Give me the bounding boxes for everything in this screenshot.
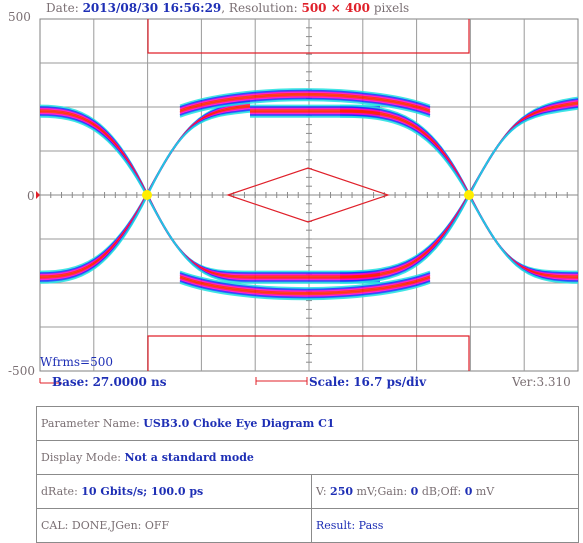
eye-trace-top-arc [179, 91, 431, 110]
date-label: Date: [46, 1, 79, 15]
eye-trace-bottom-arc [179, 280, 431, 299]
eye-trace-bottom-arc [179, 270, 431, 290]
parameter-table: Parameter Name: USB3.0 Choke Eye Diagram… [36, 406, 579, 543]
eye-trace-top-arc [179, 89, 431, 109]
mask-top-region [147, 19, 470, 54]
scale-value: 16.7 ps/div [353, 375, 427, 389]
off-value: 0 [464, 485, 473, 498]
mask-center-diamond [226, 167, 390, 223]
eye-trace-falling-right [339, 109, 579, 278]
resolution-label: , Resolution: [221, 1, 298, 15]
header-line: Date: 2013/08/30 16:56:29, Resolution: 5… [46, 1, 409, 15]
eye-trace-bottom-arc [179, 272, 431, 291]
eye-trace-bottom-arc [179, 278, 431, 298]
scale-readout: Scale: 16.7 ps/div [309, 375, 426, 389]
eye-trace-top-arc [179, 99, 431, 118]
drate-value: 10 Gbits/s; 100.0 ps [81, 485, 204, 498]
parameter-name-label: Parameter Name: [41, 417, 140, 430]
cal-label: CAL: [41, 519, 69, 532]
eye-mask [147, 19, 470, 371]
display-mode-cell: Display Mode: Not a standard mode [36, 440, 579, 475]
base-readout: Base: 27.0000 ns [52, 375, 167, 389]
eye-diagram-plot [36, 18, 579, 385]
result-label: Result: [316, 519, 356, 532]
eye-trace-rising-right [339, 96, 579, 273]
resolution-unit: pixels [370, 1, 410, 15]
mask-bottom-region [147, 335, 470, 371]
parameter-name-cell: Parameter Name: USB3.0 Choke Eye Diagram… [36, 406, 579, 441]
plot-markers [36, 191, 308, 385]
drate-label: dRate: [41, 485, 78, 498]
eye-trace-rising-right [339, 101, 579, 278]
eye-trace-bottom-arc [179, 273, 431, 293]
eye-trace-top-arc [179, 92, 431, 112]
y-axis-zero-label: 0 [27, 189, 35, 203]
eye-trace-rising-right [339, 98, 579, 275]
y-axis-max-label: 500 [8, 10, 31, 24]
eye-trace-bottom-arc [179, 275, 431, 294]
v-value: 250 [330, 485, 354, 498]
date-value: 2013/08/30 16:56:29 [82, 1, 222, 15]
eye-trace-bottom-arc [179, 277, 431, 296]
version-label: Ver:3.310 [512, 375, 571, 389]
crossing-point [142, 190, 152, 200]
crossing-point [464, 190, 474, 200]
result-cell: Result: Pass [311, 508, 579, 543]
eye-trace-top-arc [179, 94, 431, 113]
eye-trace-falling-right [339, 115, 579, 284]
eye-trace-top-arc [179, 96, 431, 115]
eye-trace-top-arc [179, 88, 431, 107]
plot-grid [39, 18, 579, 372]
voltage-cell: V: 250 mV;Gain: 0 dB;Off: 0 mV [311, 474, 579, 509]
v-unit: mV;Gain: [356, 485, 408, 498]
table-row: dRate: 10 Gbits/s; 100.0 ps V: 250 mV;Ga… [36, 474, 579, 509]
eye-trace-rising-right [339, 107, 579, 284]
resolution-value: 500 × 400 [301, 1, 370, 15]
eye-trace-falling-right [339, 106, 579, 275]
eye-trace-falling-right [339, 107, 579, 276]
eye-traces [39, 88, 579, 301]
y-axis-min-label: -500 [8, 364, 35, 378]
waveforms-count: Wfrms=500 [40, 355, 114, 369]
gain-value: 0 [410, 485, 419, 498]
cal-value: DONE,JGen: OFF [71, 519, 170, 532]
eye-trace-rising-right [339, 104, 579, 281]
eye-trace-rising-right [339, 106, 579, 283]
zero-marker-icon [36, 191, 40, 199]
result-value: Pass [358, 519, 384, 532]
table-row: Parameter Name: USB3.0 Choke Eye Diagram… [36, 406, 579, 441]
cal-cell: CAL: DONE,JGen: OFF [36, 508, 312, 543]
table-row: CAL: DONE,JGen: OFF Result: Pass [36, 508, 579, 543]
eye-trace-falling-right [339, 114, 579, 283]
gain-unit: dB;Off: [421, 485, 462, 498]
eye-trace-falling-right [339, 112, 579, 281]
base-label: Base: [52, 375, 89, 389]
off-unit: mV [475, 485, 495, 498]
table-row: Display Mode: Not a standard mode [36, 440, 579, 475]
base-value: 27.0000 ns [92, 375, 167, 389]
eye-trace-rising-right [339, 99, 579, 276]
display-mode-label: Display Mode: [41, 451, 121, 464]
eye-trace-top-arc [179, 97, 431, 117]
parameter-name-value: USB3.0 Choke Eye Diagram C1 [143, 417, 335, 430]
eye-trace-bottom-arc [179, 281, 431, 301]
drate-cell: dRate: 10 Gbits/s; 100.0 ps [36, 474, 312, 509]
display-mode-value: Not a standard mode [124, 451, 254, 464]
scale-label: Scale: [309, 375, 350, 389]
eye-trace-falling-right [339, 104, 579, 273]
eye-trace-rising-left [39, 99, 251, 273]
v-label: V: [316, 485, 327, 498]
